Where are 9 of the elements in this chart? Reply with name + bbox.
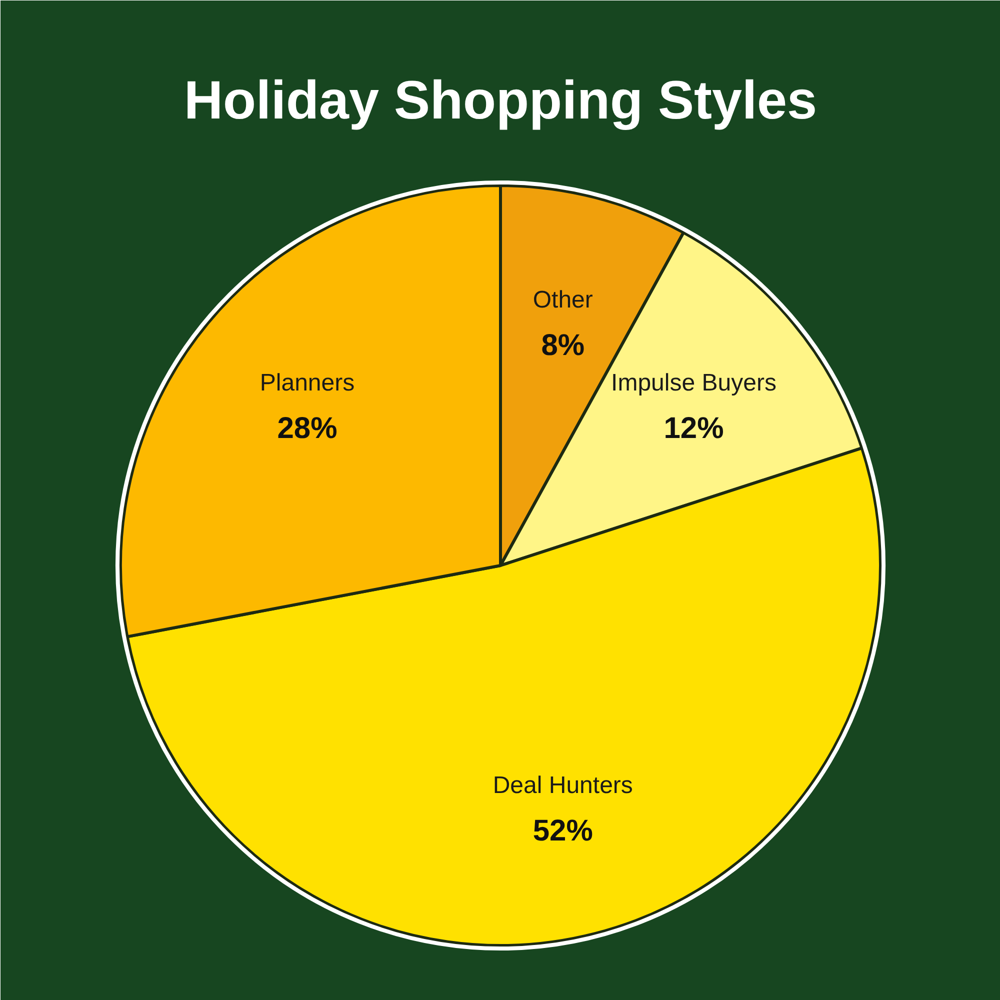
slice-label: Other	[532, 286, 593, 314]
data-label: 52%	[532, 814, 593, 848]
data-label: 8%	[541, 328, 585, 362]
chart-title: Holiday Shopping Styles	[184, 70, 818, 130]
slice-label: Impulse Buyers	[611, 369, 776, 396]
slice-label: Planners	[260, 369, 355, 396]
data-label: 12%	[664, 412, 724, 445]
slice-label: Deal Hunters	[492, 772, 633, 800]
data-label: 28%	[277, 412, 338, 445]
